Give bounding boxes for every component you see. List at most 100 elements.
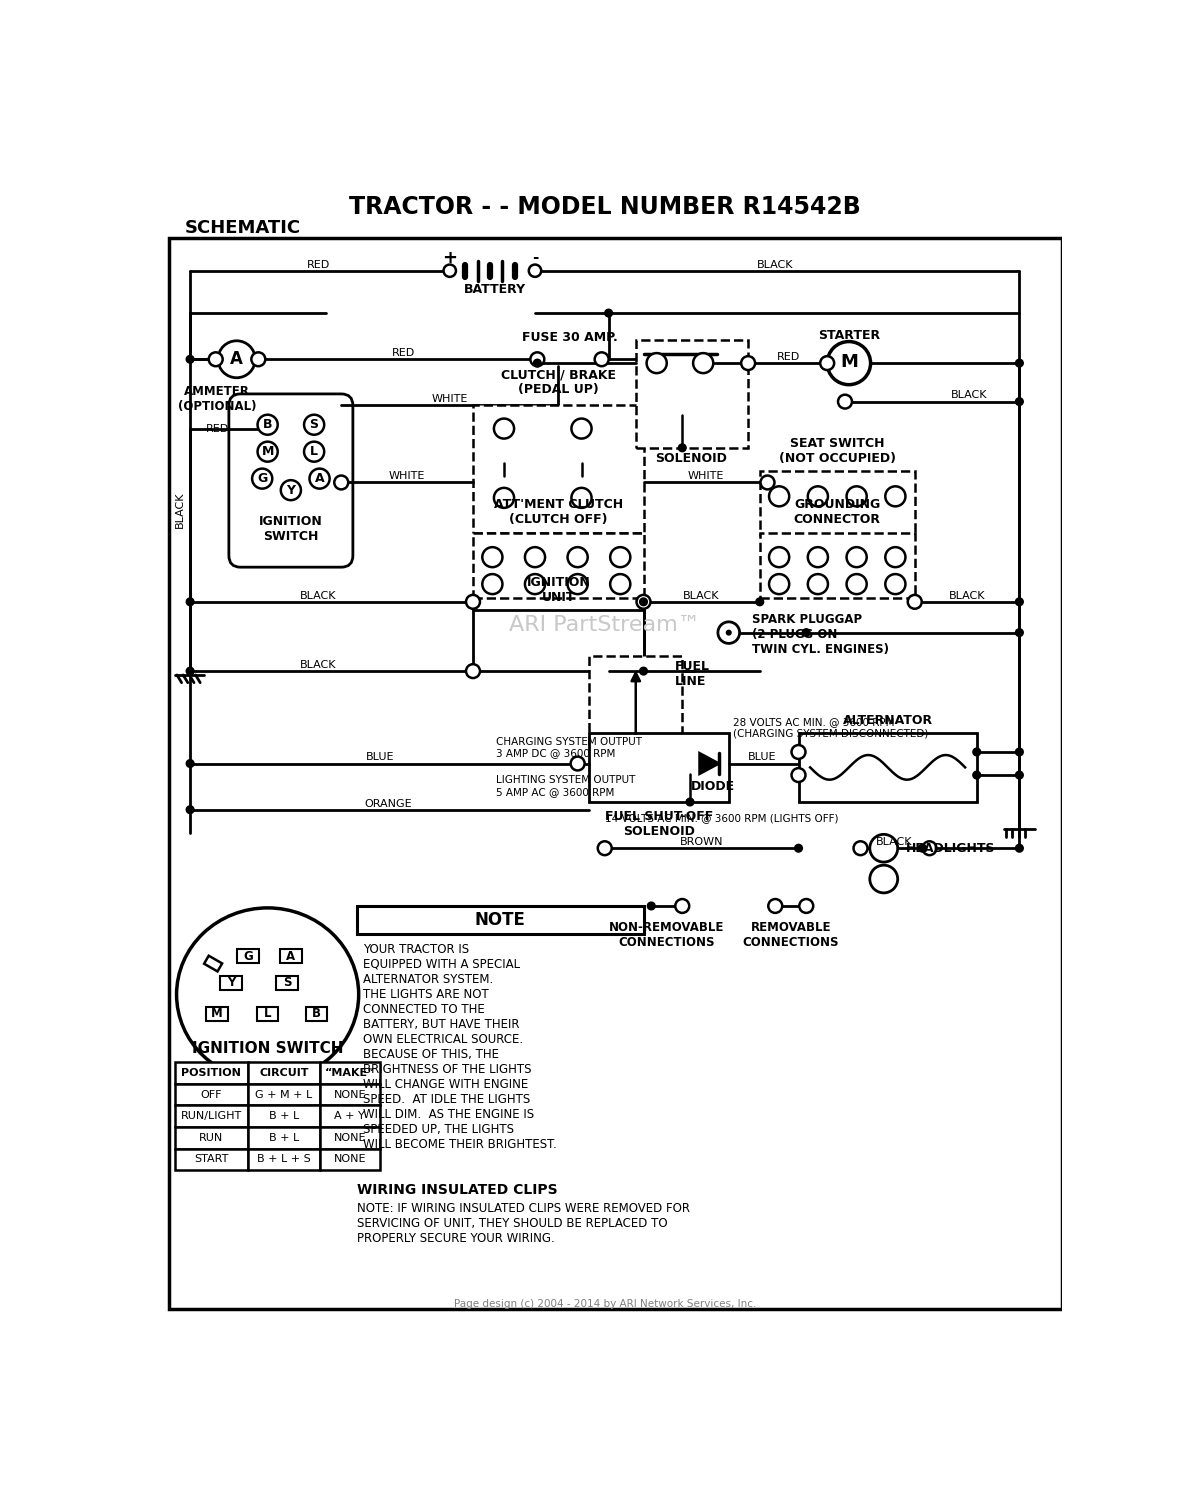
Text: A: A <box>315 473 324 484</box>
Text: CLUTCH / BRAKE
(PEDAL UP): CLUTCH / BRAKE (PEDAL UP) <box>500 369 616 397</box>
Text: B + L: B + L <box>269 1112 299 1120</box>
Text: A: A <box>287 950 295 963</box>
Circle shape <box>304 441 324 462</box>
Text: LIGHTING SYSTEM OUTPUT
5 AMP AC @ 3600 RPM: LIGHTING SYSTEM OUTPUT 5 AMP AC @ 3600 R… <box>497 776 636 796</box>
Circle shape <box>1016 597 1023 606</box>
Circle shape <box>281 480 301 501</box>
Circle shape <box>870 834 898 862</box>
Text: RED: RED <box>392 348 415 358</box>
Circle shape <box>846 574 866 594</box>
Circle shape <box>483 547 503 568</box>
Bar <box>306 1008 327 1021</box>
Circle shape <box>768 899 782 912</box>
Text: BLUE: BLUE <box>366 752 394 762</box>
Text: IGNITION
UNIT: IGNITION UNIT <box>526 577 590 605</box>
Bar <box>589 655 682 747</box>
Circle shape <box>820 357 834 370</box>
Circle shape <box>186 597 194 606</box>
Text: NON-REMOVABLE
CONNECTIONS: NON-REMOVABLE CONNECTIONS <box>609 921 725 950</box>
Bar <box>356 906 643 933</box>
Bar <box>237 950 260 963</box>
Circle shape <box>251 352 266 366</box>
Circle shape <box>595 352 609 366</box>
Circle shape <box>529 265 542 276</box>
Text: Y: Y <box>227 976 235 990</box>
Text: ALTERNATOR: ALTERNATOR <box>843 713 932 727</box>
Text: WIRING INSULATED CLIPS: WIRING INSULATED CLIPS <box>356 1183 557 1198</box>
Circle shape <box>483 574 503 594</box>
Ellipse shape <box>177 908 359 1082</box>
Circle shape <box>309 468 329 489</box>
Circle shape <box>571 419 591 438</box>
Bar <box>473 609 643 672</box>
Text: WHITE: WHITE <box>432 394 468 404</box>
Text: G: G <box>243 950 254 963</box>
Circle shape <box>598 841 611 854</box>
Text: ARI PartStream™: ARI PartStream™ <box>510 615 700 635</box>
Text: NONE: NONE <box>334 1155 366 1165</box>
FancyBboxPatch shape <box>229 394 353 568</box>
Text: BLACK: BLACK <box>949 590 985 600</box>
Circle shape <box>186 805 194 813</box>
Text: SPARK PLUGGAP
(2 PLUGS ON
TWIN CYL. ENGINES): SPARK PLUGGAP (2 PLUGS ON TWIN CYL. ENGI… <box>752 614 889 657</box>
Text: IGNITION SWITCH: IGNITION SWITCH <box>192 1040 343 1055</box>
Circle shape <box>525 574 545 594</box>
Bar <box>280 950 302 963</box>
Text: BLUE: BLUE <box>748 752 776 762</box>
Text: 14 VOLTS AC MIN. @ 3600 RPM (LIGHTS OFF): 14 VOLTS AC MIN. @ 3600 RPM (LIGHTS OFF) <box>604 813 838 823</box>
Text: RED: RED <box>776 352 800 363</box>
Bar <box>473 532 643 597</box>
Circle shape <box>846 547 866 568</box>
Circle shape <box>769 574 789 594</box>
Bar <box>175 1062 248 1083</box>
Text: BLACK: BLACK <box>300 660 336 670</box>
Text: B + L: B + L <box>269 1132 299 1143</box>
Text: RED: RED <box>307 260 329 269</box>
Text: REMOVABLE
CONNECTIONS: REMOVABLE CONNECTIONS <box>742 921 839 950</box>
Text: RUN/LIGHT: RUN/LIGHT <box>181 1112 242 1120</box>
Text: TRACTOR - - MODEL NUMBER R14542B: TRACTOR - - MODEL NUMBER R14542B <box>349 195 860 218</box>
Circle shape <box>675 899 689 912</box>
Bar <box>636 340 748 447</box>
Text: B + L + S: B + L + S <box>257 1155 310 1165</box>
Text: S: S <box>309 418 319 431</box>
Circle shape <box>885 547 905 568</box>
Text: BLACK: BLACK <box>758 260 793 269</box>
Circle shape <box>1016 360 1023 367</box>
Bar <box>248 1126 320 1149</box>
Circle shape <box>693 354 713 373</box>
Circle shape <box>304 415 324 435</box>
Circle shape <box>334 476 348 489</box>
Bar <box>320 1149 380 1169</box>
Bar <box>175 1149 248 1169</box>
Circle shape <box>494 419 514 438</box>
Text: “MAKE”: “MAKE” <box>324 1068 375 1077</box>
Bar <box>760 471 915 536</box>
Circle shape <box>885 574 905 594</box>
Bar <box>204 955 222 972</box>
Text: RED: RED <box>205 424 229 434</box>
Circle shape <box>257 441 277 462</box>
Text: STARTER: STARTER <box>818 328 880 342</box>
Circle shape <box>571 487 591 508</box>
Text: FUEL
LINE: FUEL LINE <box>675 660 709 688</box>
Circle shape <box>494 487 514 508</box>
Text: M: M <box>262 446 274 458</box>
Text: GROUNDING
CONNECTOR: GROUNDING CONNECTOR <box>794 498 880 526</box>
Circle shape <box>769 547 789 568</box>
Text: BATTERY: BATTERY <box>464 284 526 297</box>
Circle shape <box>802 629 811 636</box>
Text: L: L <box>310 446 319 458</box>
Circle shape <box>794 844 802 851</box>
Circle shape <box>838 395 852 409</box>
Text: FUEL SHUT-OFF
SOLENOID: FUEL SHUT-OFF SOLENOID <box>605 810 713 838</box>
Circle shape <box>525 547 545 568</box>
Text: BLACK: BLACK <box>175 492 185 528</box>
Circle shape <box>1016 629 1023 636</box>
Bar <box>248 1106 320 1126</box>
Bar <box>473 406 643 532</box>
Circle shape <box>972 771 981 779</box>
Bar <box>320 1062 380 1083</box>
Bar <box>276 976 297 990</box>
Circle shape <box>918 844 926 851</box>
